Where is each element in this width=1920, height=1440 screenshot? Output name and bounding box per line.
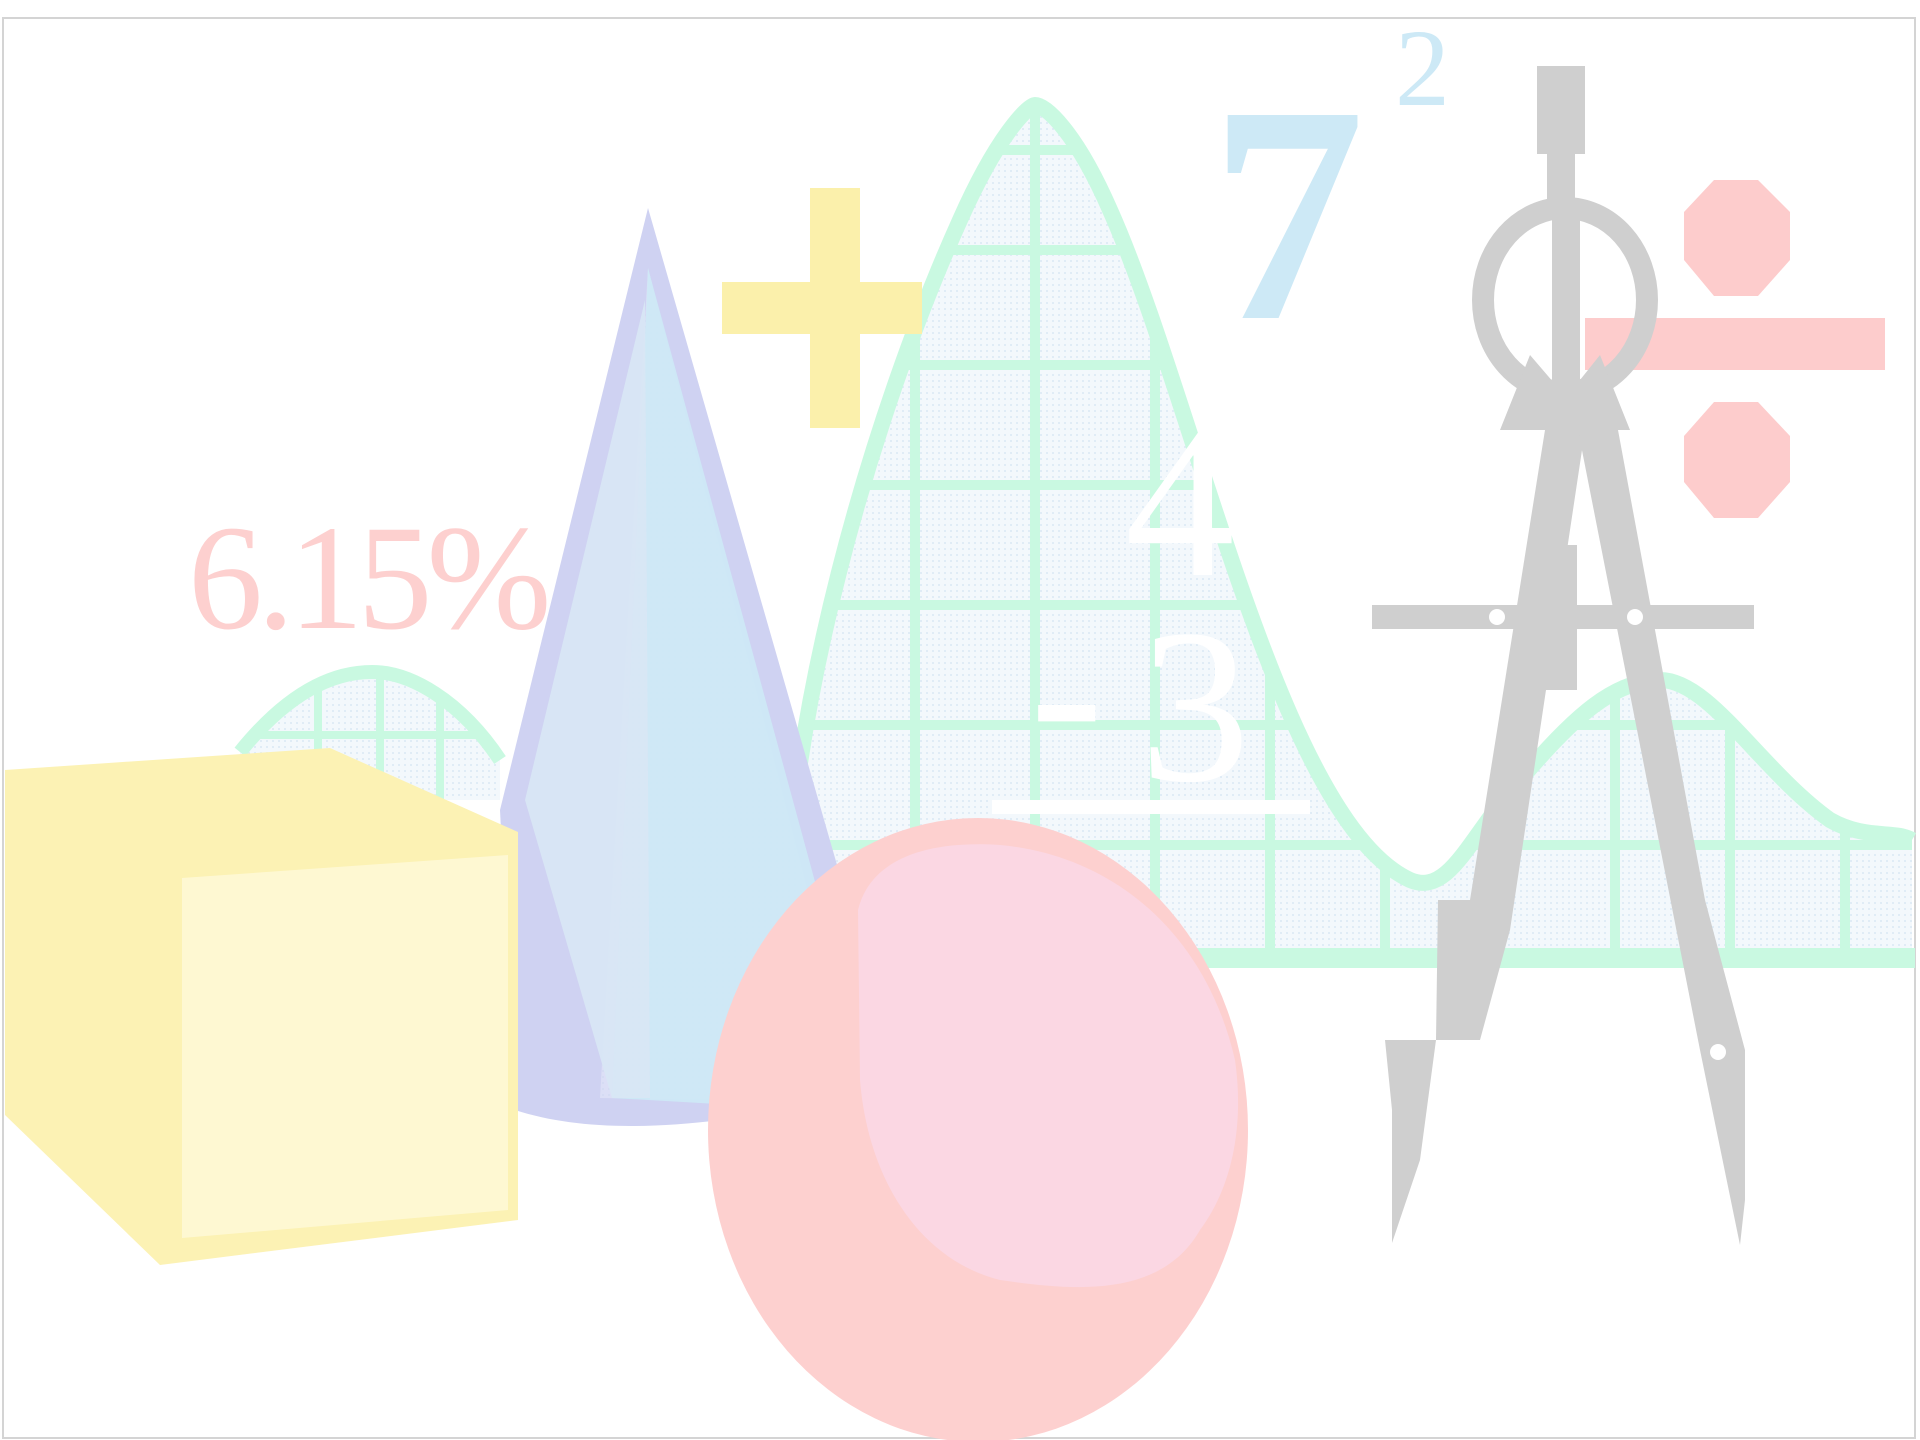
fraction-denominator: 3 [1140, 584, 1250, 828]
cone-inner [612, 268, 820, 1105]
plus-sign-icon [722, 188, 922, 428]
bell-curve-baseline [1150, 948, 1915, 968]
sphere-icon [708, 818, 1248, 1440]
percent-label: 6.15% [188, 495, 547, 661]
fraction-expression: 4 - 3 [992, 379, 1310, 828]
cone-icon [500, 208, 850, 1126]
small-bell-curve-line [234, 664, 506, 764]
fraction-bar [992, 800, 1310, 814]
fraction-numerator: 4 [1125, 379, 1235, 623]
sphere-highlight [858, 844, 1239, 1288]
cube-front-face [182, 855, 508, 1238]
fraction-minus: - [1030, 569, 1103, 813]
drafting-compass-icon [1372, 66, 1754, 1245]
exponent-two: 2 [1395, 7, 1450, 129]
seven-base: 7 [1210, 43, 1365, 386]
cube-icon [5, 748, 518, 1265]
